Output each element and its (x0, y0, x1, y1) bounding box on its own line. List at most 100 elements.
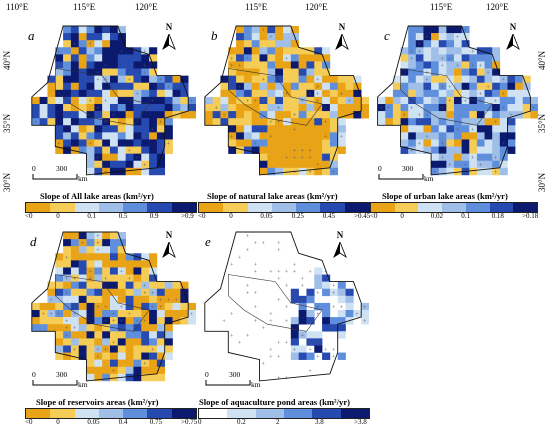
map-grid-cell (156, 324, 166, 332)
map-grid-cell (438, 118, 447, 126)
legend-tick-label: 0.1 (87, 212, 97, 220)
map-grid-cell (70, 345, 80, 353)
map-grid-cell (267, 132, 276, 140)
map-grid-cell (164, 281, 173, 290)
panel-letter-a: a (28, 28, 35, 43)
map-grid-cell (156, 96, 166, 105)
map-grid-cell (461, 61, 470, 69)
map-grid-cell (454, 75, 462, 84)
lat-label-35-left: 35°N (2, 113, 12, 133)
map-grid-cell (117, 104, 126, 112)
significance-marker: + (49, 298, 53, 304)
map-grid-cell (298, 68, 307, 76)
map-grid-cell (117, 54, 126, 62)
map-grid-cell (78, 54, 87, 62)
legend-tick-label: 0 (229, 212, 233, 220)
map-grid-cell (78, 96, 87, 105)
map-grid-cell (314, 104, 323, 112)
map-grid-cell (290, 324, 299, 332)
map-grid-cell (476, 61, 485, 69)
significance-marker: + (112, 113, 116, 119)
map-grid-cell (228, 75, 237, 84)
map-grid-cell (125, 132, 134, 140)
significance-marker: + (230, 333, 234, 339)
map-grid-cell (322, 324, 331, 332)
map-grid-cell (236, 47, 245, 55)
map-grid-cell (55, 310, 64, 318)
map-grid-cell (55, 132, 64, 140)
map-grid-cell (454, 167, 462, 176)
map-grid-cell (156, 288, 166, 297)
legend-swatch (26, 409, 51, 418)
map-grid-cell (141, 118, 150, 126)
significance-marker: + (418, 120, 422, 126)
map-grid-cell (438, 104, 447, 112)
map-grid-cell (283, 104, 292, 112)
significance-marker: + (308, 270, 312, 276)
region-outline (31, 25, 189, 176)
map-grid-cell (110, 139, 119, 147)
significance-marker: + (96, 234, 100, 240)
map-grid-cell (102, 239, 111, 247)
map-grid-cell (102, 125, 111, 133)
map-grid-cell (469, 47, 478, 55)
map-grid-cell (55, 96, 64, 105)
map-grid-cell (306, 310, 315, 318)
legend-tick-label: 0.75 (149, 418, 163, 426)
map-grid-cell (125, 89, 134, 98)
map-grid-cell (243, 82, 253, 91)
significance-marker: + (143, 362, 147, 368)
map-grid-cell (392, 82, 401, 91)
map-grid-cell (94, 302, 103, 311)
map-grid-cell (446, 153, 455, 162)
map-grid-cell (141, 260, 150, 268)
map-grid-cell (102, 139, 111, 147)
significance-marker: + (355, 312, 359, 318)
significance-marker: + (324, 270, 328, 276)
significance-marker: + (441, 156, 445, 162)
map-grid-cell (298, 82, 307, 91)
map-grid-cell (133, 153, 142, 162)
legend-tick-label: 0.18 (491, 212, 504, 220)
significance-marker: + (246, 234, 250, 240)
map-grid-cell (86, 61, 95, 69)
map-grid-cell (236, 132, 245, 140)
map-grid-cell (78, 310, 87, 318)
map-grid-cell (251, 104, 260, 112)
significance-marker: + (65, 333, 69, 339)
map-grid-cell (78, 125, 87, 133)
map-grid-cell (415, 89, 424, 98)
legend-swatch (199, 409, 228, 418)
map-grid-cell (298, 104, 307, 112)
map-grid-cell (39, 118, 48, 126)
map-grid-cell (78, 352, 87, 360)
map-grid-cell (141, 324, 150, 332)
map-grid-cell (125, 160, 134, 169)
map-grid-cell (243, 47, 253, 55)
map-grid-cell (423, 118, 432, 126)
map-grid-cell (400, 111, 409, 119)
map-grid-cell (236, 118, 245, 126)
map-grid-cell (353, 104, 362, 112)
map-grid-cell (251, 61, 260, 69)
map-grid-cell (110, 288, 119, 297)
map-grid-cell (125, 331, 134, 339)
map-grid-cell (461, 47, 470, 55)
map-grid-cell (110, 153, 119, 162)
map-grid-cell (133, 359, 142, 368)
map-grid-cell (133, 324, 142, 332)
map-grid-cell (110, 146, 119, 154)
significance-marker: + (190, 99, 194, 105)
map-grid-cell (180, 104, 189, 112)
significance-marker: + (285, 305, 289, 311)
significance-marker: + (293, 348, 297, 354)
map-grid-cell (243, 118, 253, 126)
map-grid-cell (86, 146, 95, 154)
map-grid-cell (438, 160, 447, 169)
significance-marker: + (425, 113, 429, 119)
province-boundary (55, 68, 150, 126)
map-grid-cell (149, 345, 158, 353)
scale-line (32, 174, 78, 180)
map-grid-cell (86, 118, 95, 126)
map-grid-cell (70, 125, 80, 133)
